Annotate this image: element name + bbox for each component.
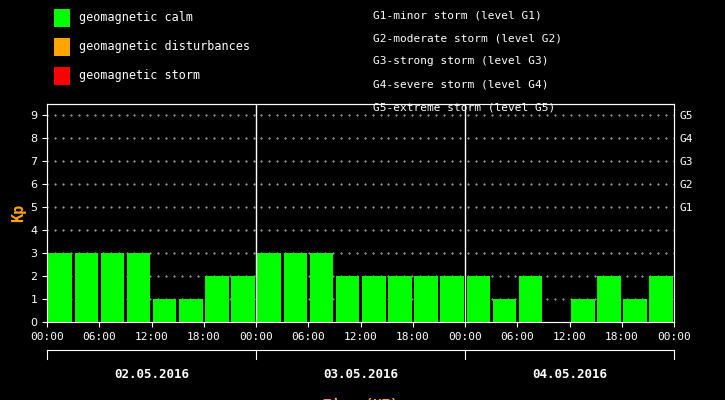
Bar <box>127 253 150 322</box>
Text: geomagnetic storm: geomagnetic storm <box>79 69 200 82</box>
Text: geomagnetic disturbances: geomagnetic disturbances <box>79 40 250 53</box>
Text: G2-moderate storm (level G2): G2-moderate storm (level G2) <box>373 33 563 43</box>
Text: Time (UT): Time (UT) <box>323 398 398 400</box>
Bar <box>362 276 386 322</box>
Bar <box>257 253 281 322</box>
Text: G5-extreme storm (level G5): G5-extreme storm (level G5) <box>373 103 555 113</box>
Bar <box>466 276 490 322</box>
Text: geomagnetic calm: geomagnetic calm <box>79 12 193 24</box>
Bar <box>283 253 307 322</box>
Bar <box>49 253 72 322</box>
Bar <box>624 299 647 322</box>
Bar <box>388 276 412 322</box>
Text: 03.05.2016: 03.05.2016 <box>323 368 398 381</box>
Text: G1-minor storm (level G1): G1-minor storm (level G1) <box>373 10 542 20</box>
Bar <box>153 299 176 322</box>
Bar <box>650 276 673 322</box>
Text: G4-severe storm (level G4): G4-severe storm (level G4) <box>373 80 549 90</box>
Text: 02.05.2016: 02.05.2016 <box>114 368 189 381</box>
Bar <box>493 299 516 322</box>
Bar <box>75 253 98 322</box>
Y-axis label: Kp: Kp <box>11 204 26 222</box>
Bar <box>101 253 124 322</box>
Bar <box>597 276 621 322</box>
Bar <box>440 276 464 322</box>
Bar <box>205 276 228 322</box>
Bar <box>179 299 202 322</box>
Text: G3-strong storm (level G3): G3-strong storm (level G3) <box>373 56 549 66</box>
Bar <box>231 276 255 322</box>
Bar <box>336 276 360 322</box>
Text: 04.05.2016: 04.05.2016 <box>532 368 608 381</box>
Bar <box>414 276 438 322</box>
Bar <box>519 276 542 322</box>
Bar <box>571 299 594 322</box>
Bar <box>310 253 334 322</box>
